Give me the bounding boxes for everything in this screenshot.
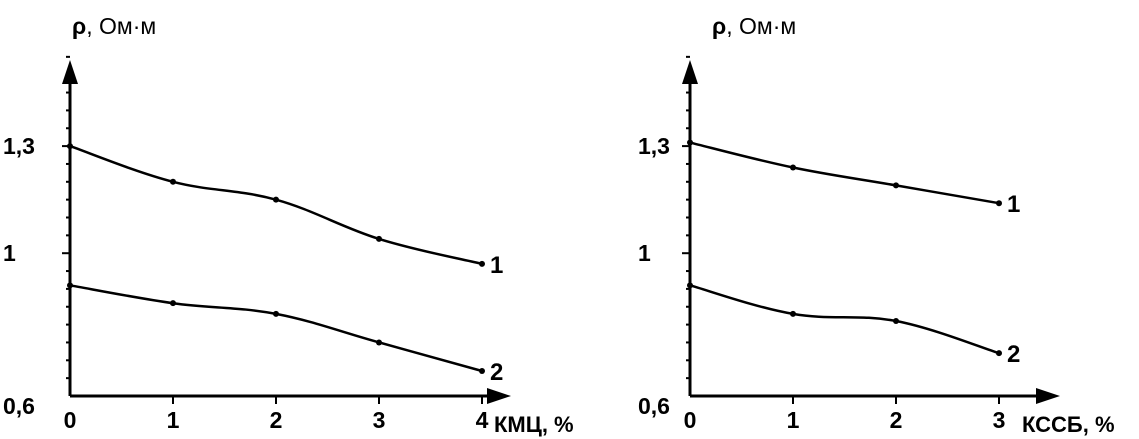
data-point [893, 182, 899, 189]
y-axis-label: ρ, Ом·м [72, 13, 156, 39]
x-tick-label: 3 [993, 407, 1006, 433]
y-axis-arrow [682, 60, 698, 84]
data-point [170, 178, 176, 185]
series-line-1 [69, 144, 483, 266]
x-tick-label: 2 [890, 407, 903, 433]
y-tick-label: 1,3 [638, 133, 670, 159]
x-axis-label: КССБ, % [1022, 412, 1115, 437]
y-axis-label-symbol: ρ [712, 13, 726, 39]
y-axis-arrow [62, 60, 78, 84]
y-axis-label: ρ, Ом·м [712, 13, 796, 39]
data-point [790, 310, 796, 317]
x-tick-label: 0 [64, 407, 77, 433]
data-point [996, 200, 1002, 207]
data-point [893, 318, 899, 325]
chart-panel-2: 1,3 1 0,6 0 1 2 3 ρ, Ом·м КССБ, % 1 2 [638, 13, 1115, 437]
series-line-1 [689, 141, 1000, 205]
data-point [273, 196, 279, 203]
data-point [996, 350, 1002, 357]
x-tick-label: 3 [373, 407, 386, 433]
x-axis-arrow [1036, 388, 1060, 404]
series-line-2 [689, 284, 1000, 355]
x-tick-label: 1 [787, 407, 800, 433]
series-label: 2 [1007, 341, 1020, 368]
data-point [67, 282, 73, 289]
y-axis-label-unit: , Ом·м [86, 13, 156, 39]
data-point [170, 300, 176, 307]
y-axis-label-unit: , Ом·м [726, 13, 796, 39]
data-point [479, 368, 485, 375]
data-point [790, 164, 796, 171]
data-point [67, 143, 73, 150]
x-tick-label: 4 [476, 407, 489, 433]
chart-panel-1: 1,3 1 0,6 0 1 2 3 4 ρ, Ом·м КМЦ, % 1 2 [3, 13, 574, 437]
x-tick-label: 2 [270, 407, 283, 433]
series-label: 1 [1007, 191, 1020, 218]
data-point [273, 310, 279, 317]
y-tick-label: 0,6 [638, 393, 670, 419]
y-axis-label-symbol: ρ [72, 13, 86, 39]
series-label: 1 [490, 252, 503, 279]
data-point [687, 139, 693, 146]
x-tick-label: 1 [167, 407, 180, 433]
x-tick-label: 0 [684, 407, 697, 433]
data-point [376, 235, 382, 242]
data-point [376, 339, 382, 346]
y-tick-label: 0,6 [3, 393, 35, 419]
y-tick-label: 1 [3, 240, 16, 266]
data-point [687, 282, 693, 289]
x-axis-label: КМЦ, % [494, 412, 574, 437]
data-point [479, 260, 485, 267]
series-label: 2 [490, 359, 503, 386]
y-tick-label: 1 [638, 240, 651, 266]
y-tick-label: 1,3 [3, 133, 35, 159]
series-line-2 [69, 284, 483, 373]
x-axis-arrow [487, 388, 511, 404]
